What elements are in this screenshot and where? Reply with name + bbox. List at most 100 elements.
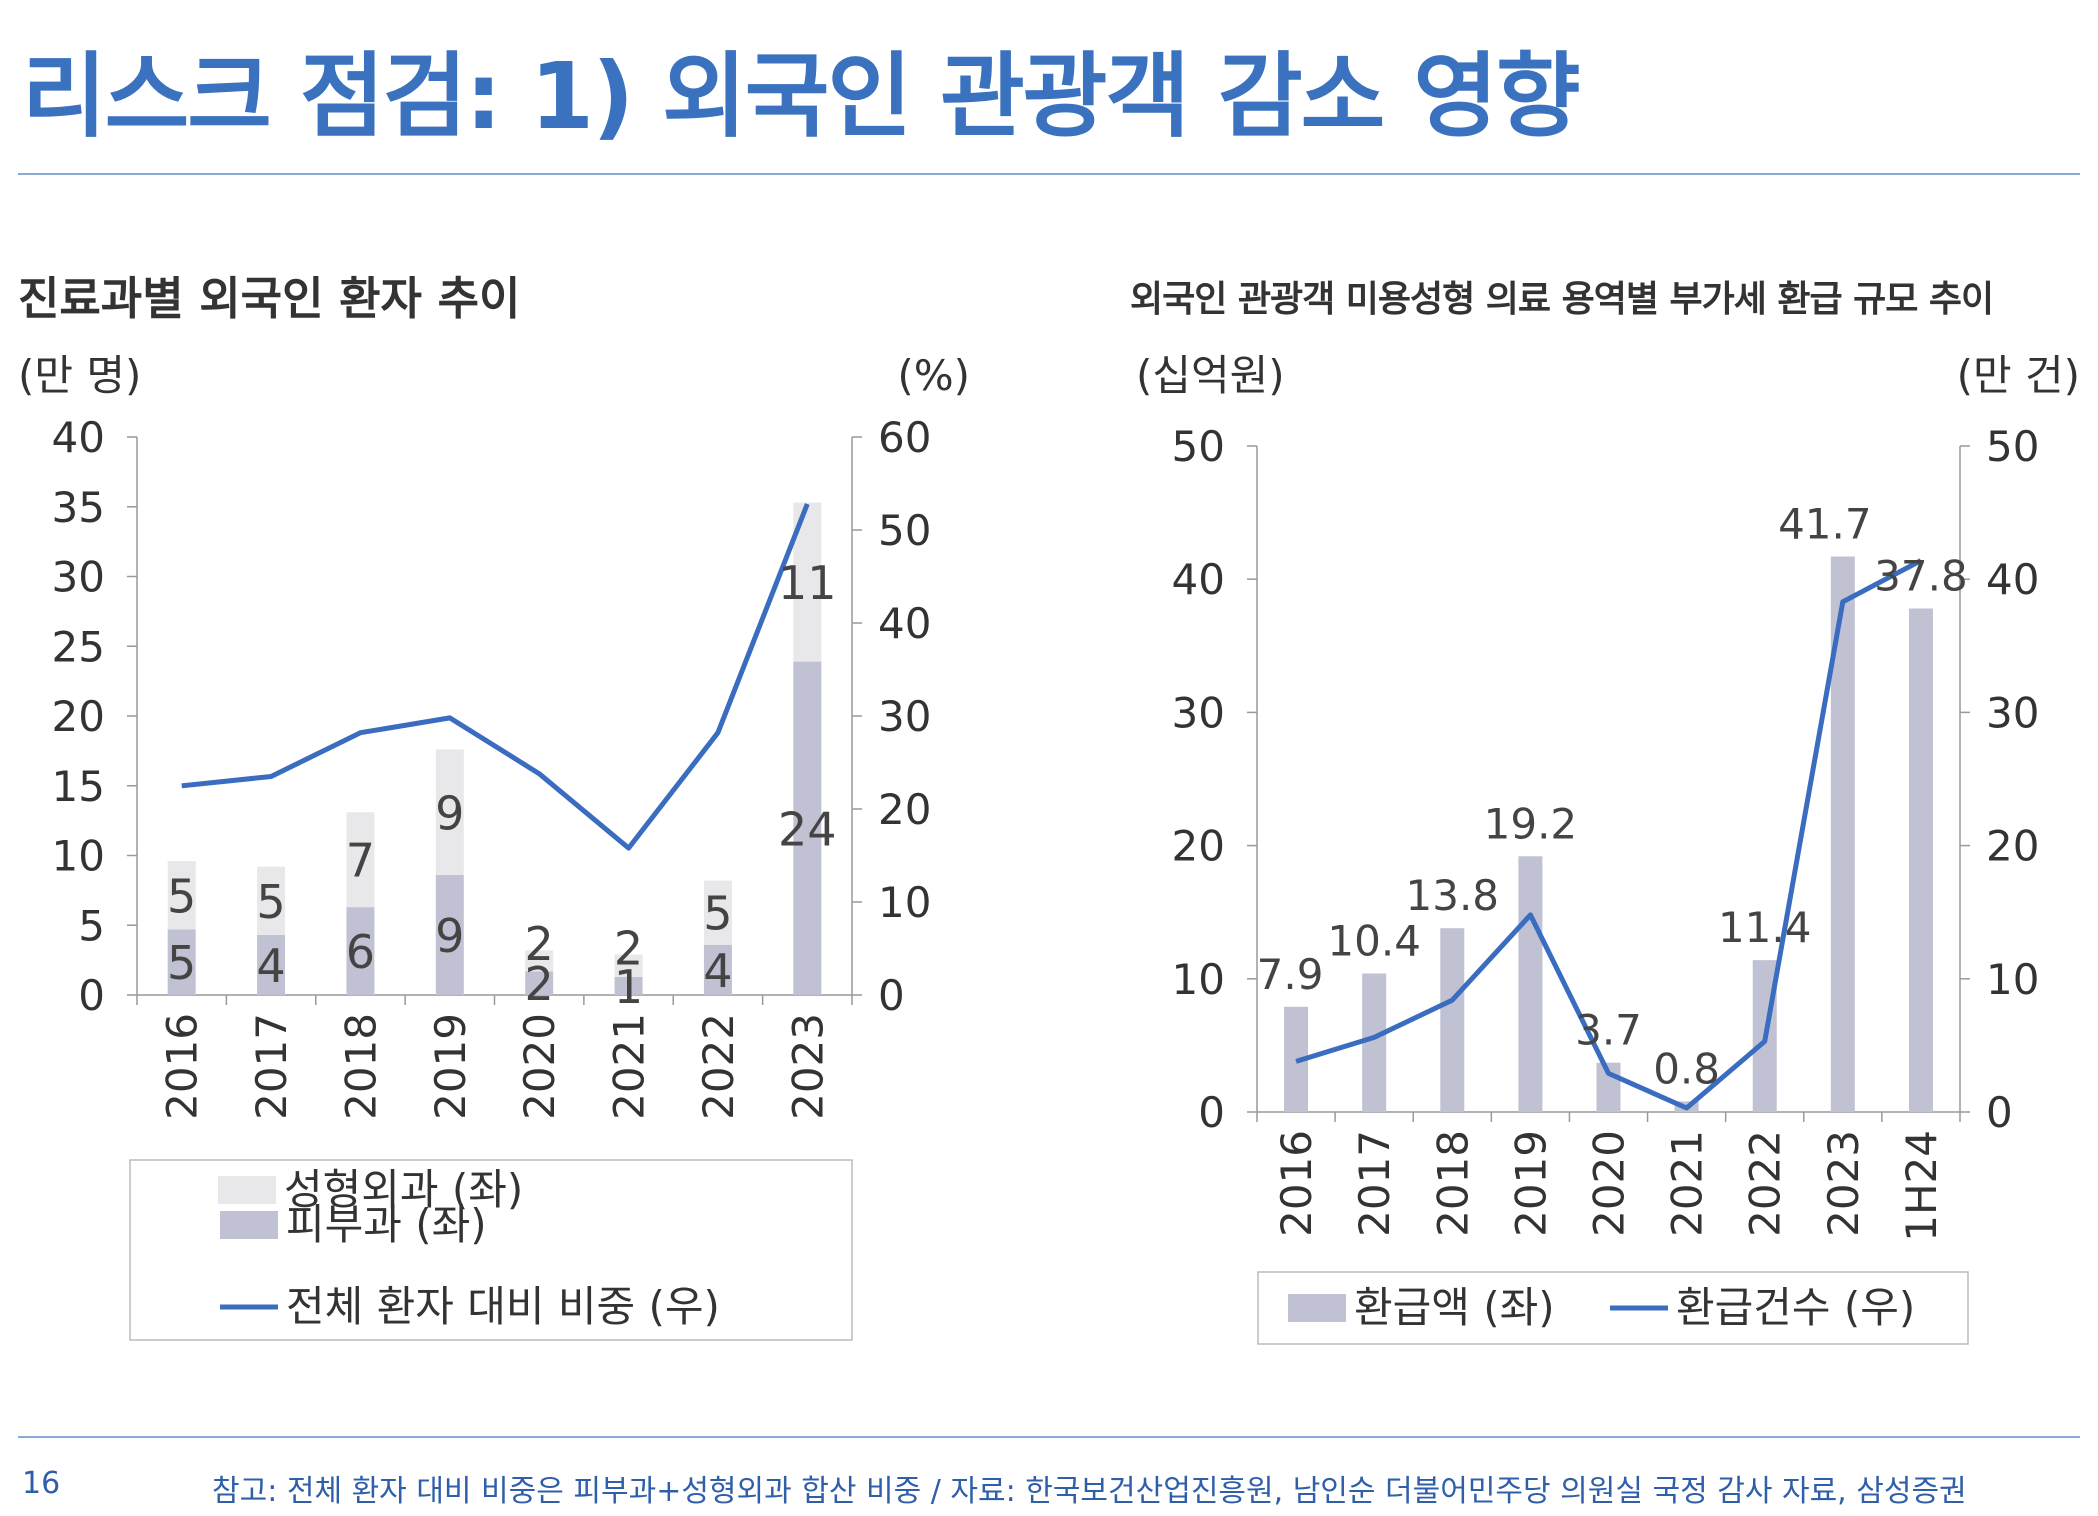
chart1-bar-dermatology xyxy=(614,976,643,995)
chart2-category-label: 2016 xyxy=(1272,1130,1321,1237)
chart1-label-plastic-surgery: 7 xyxy=(346,834,375,888)
chart1-right-tick-label: 60 xyxy=(878,413,931,462)
chart1-bar-dermatology xyxy=(167,929,196,995)
chart1-label-dermatology: 9 xyxy=(435,909,464,963)
chart1-label-dermatology: 2 xyxy=(525,957,554,1011)
chart1-legend-label: 피부과 (좌) xyxy=(286,1200,487,1249)
chart1-label-dermatology: 1 xyxy=(614,960,643,1014)
chart2-label-refund-amount: 41.7 xyxy=(1778,500,1872,549)
chart1-category-label: 2021 xyxy=(605,1013,654,1120)
chart2-left-tick-label: 30 xyxy=(1172,688,1225,737)
chart1-left-tick-label: 30 xyxy=(52,553,105,602)
chart2-label-refund-amount: 13.8 xyxy=(1406,871,1500,920)
chart1-category-label: 2018 xyxy=(336,1013,385,1120)
title-divider xyxy=(18,173,2080,175)
chart2-category-label: 1H24 xyxy=(1897,1130,1946,1242)
chart1-title: 진료과별 외국인 환자 추이 xyxy=(18,272,521,325)
chart1-line-series xyxy=(181,503,810,851)
chart1-label-plastic-surgery: 11 xyxy=(778,556,837,610)
chart2-category-label: 2019 xyxy=(1506,1130,1555,1237)
chart2-right-unit-label: (만 건) xyxy=(1957,351,2080,400)
chart2-category-label: 2017 xyxy=(1350,1130,1399,1237)
chart1-right-tick-label: 10 xyxy=(878,878,931,927)
chart2-category-label: 2020 xyxy=(1585,1130,1634,1237)
chart1-bar-plastic-surgery xyxy=(257,866,286,936)
chart1-category-label: 2016 xyxy=(158,1013,207,1120)
chart1-right-unit-label: (%) xyxy=(897,351,970,400)
chart2-right-tick-label: 40 xyxy=(1986,555,2039,604)
chart2-left-tick-label: 10 xyxy=(1172,955,1225,1004)
chart1-bar-plastic-surgery xyxy=(703,880,732,945)
chart1-right-tick-label: 50 xyxy=(878,506,931,555)
chart2-left-unit-label: (십억원) xyxy=(1136,351,1285,400)
chart2-bar-refund-amount xyxy=(1518,856,1543,1112)
chart1-legend-item-1-swatch xyxy=(218,1176,276,1204)
chart2-left-tick-label: 20 xyxy=(1172,822,1225,871)
chart1-category-label: 2022 xyxy=(694,1013,743,1120)
chart1-bar-dermatology xyxy=(257,935,286,995)
chart2-label-refund-amount: 10.4 xyxy=(1327,916,1421,965)
chart1-bar-dermatology xyxy=(346,907,375,995)
chart2-label-refund-amount: 3.7 xyxy=(1575,1006,1642,1055)
chart1-bar-plastic-surgery xyxy=(435,749,464,876)
chart2-left-tick-label: 0 xyxy=(1198,1088,1225,1137)
chart1-right-tick-label: 30 xyxy=(878,692,931,741)
chart1-category-label: 2020 xyxy=(515,1013,564,1120)
chart1-left-tick-label: 5 xyxy=(78,901,105,950)
chart2-category-label: 2022 xyxy=(1741,1130,1790,1237)
chart1-bar-plastic-surgery xyxy=(525,950,554,972)
chart2-bar-refund-amount xyxy=(1908,608,1933,1112)
chart1-right-tick-label: 40 xyxy=(878,599,931,648)
footer-note: 참고: 전체 환자 대비 비중은 피부과+성형외과 합산 비중 / 자료: 한국… xyxy=(212,1474,1967,1509)
chart2-category-label: 2023 xyxy=(1819,1130,1868,1237)
chart1-legend-label: 성형외과 (좌) xyxy=(284,1165,523,1214)
chart2-legend-item-0-swatch xyxy=(1288,1294,1346,1322)
page-title: 리스크 점검: 1) 외국인 관광객 감소 영향 xyxy=(22,43,1581,150)
chart1-left-tick-label: 25 xyxy=(52,622,105,671)
chart2-right-tick-label: 0 xyxy=(1986,1088,2013,1137)
chart1-category-label: 2017 xyxy=(247,1013,296,1120)
chart2-right-tick-label: 10 xyxy=(1986,955,2039,1004)
chart1-left-tick-label: 20 xyxy=(52,692,105,741)
chart1-label-plastic-surgery: 5 xyxy=(256,875,285,929)
chart2-right-tick-label: 30 xyxy=(1986,688,2039,737)
chart1-left-tick-label: 40 xyxy=(52,413,105,462)
chart1-label-plastic-surgery: 9 xyxy=(435,786,464,840)
chart1-left-unit-label: (만 명) xyxy=(18,351,141,400)
chart1-label-plastic-surgery: 2 xyxy=(525,917,554,971)
chart2-right-tick-label: 50 xyxy=(1986,422,2039,471)
page-number: 16 xyxy=(22,1466,61,1501)
chart1-bar-plastic-surgery xyxy=(167,861,196,930)
chart1-label-dermatology: 24 xyxy=(778,802,837,856)
chart1-label-dermatology: 6 xyxy=(346,925,375,979)
chart1-label-plastic-surgery: 5 xyxy=(167,869,196,923)
chart2-left-tick-label: 50 xyxy=(1172,422,1225,471)
chart1-bar-plastic-surgery xyxy=(346,812,375,908)
chart2-label-refund-amount: 0.8 xyxy=(1653,1044,1720,1093)
chart2-label-refund-amount: 7.9 xyxy=(1257,950,1324,999)
chart2-right-tick-label: 20 xyxy=(1986,822,2039,871)
chart1-category-label: 2019 xyxy=(426,1013,475,1120)
chart2-legend-label: 환급건수 (우) xyxy=(1676,1283,1915,1332)
chart1-right-tick-label: 20 xyxy=(878,785,931,834)
chart2-label-refund-amount: 11.4 xyxy=(1718,903,1812,952)
chart1-bar-dermatology xyxy=(793,661,822,995)
chart1-bar-dermatology xyxy=(525,971,554,995)
chart2-label-refund-amount: 37.8 xyxy=(1874,552,1968,601)
chart2-category-label: 2018 xyxy=(1428,1130,1477,1237)
chart2-label-refund-amount: 19.2 xyxy=(1484,799,1578,848)
chart1-label-dermatology: 4 xyxy=(703,944,732,998)
chart1-category-label: 2023 xyxy=(783,1013,832,1120)
chart1-legend-label: 전체 환자 대비 비중 (우) xyxy=(286,1282,720,1331)
chart2-legend-box xyxy=(1257,1271,1969,1345)
chart2-bar-refund-amount xyxy=(1440,928,1465,1112)
chart1-left-tick-label: 0 xyxy=(78,971,105,1020)
chart1-bar-plastic-surgery xyxy=(614,954,643,977)
chart2-left-tick-label: 40 xyxy=(1172,555,1225,604)
chart1-left-tick-label: 10 xyxy=(52,832,105,881)
chart1-bar-dermatology xyxy=(703,944,732,995)
chart2-bar-refund-amount xyxy=(1362,973,1387,1112)
chart2-legend-label: 환급액 (좌) xyxy=(1354,1283,1555,1332)
chart1-label-plastic-surgery: 2 xyxy=(614,922,643,976)
